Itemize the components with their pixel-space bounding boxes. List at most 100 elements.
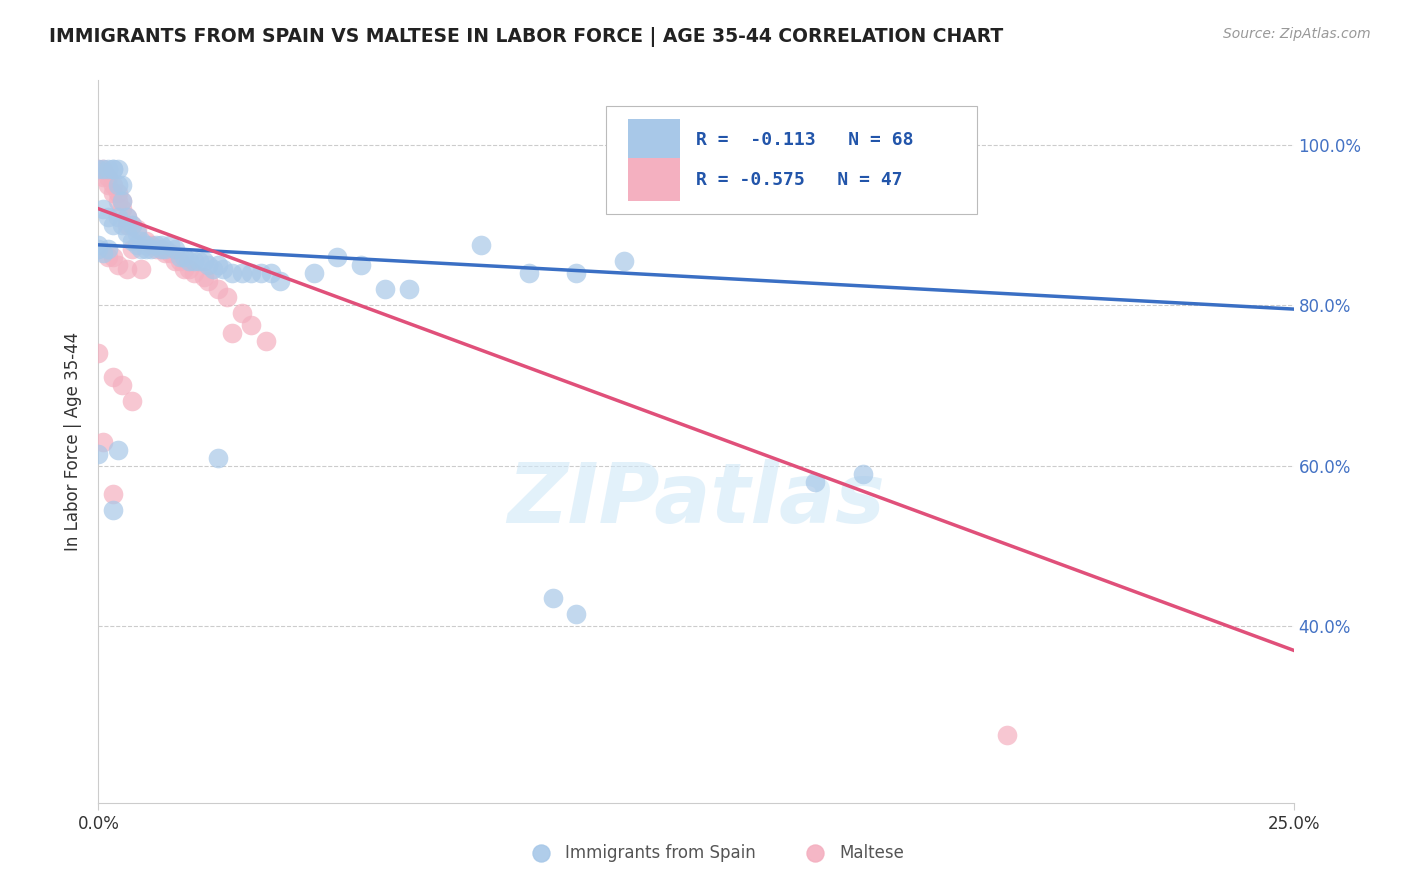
Point — [107, 186, 129, 200]
Point — [202, 262, 225, 277]
Text: R = -0.575   N = 47: R = -0.575 N = 47 — [696, 170, 903, 188]
Point — [350, 258, 373, 272]
Point — [87, 346, 110, 360]
Point — [145, 238, 167, 252]
Point — [131, 234, 153, 248]
Point — [852, 467, 875, 481]
Point — [159, 238, 181, 252]
Point — [111, 178, 134, 192]
Point — [240, 318, 263, 333]
Point — [97, 169, 120, 184]
Point — [197, 274, 219, 288]
Point — [131, 262, 153, 277]
Point — [115, 218, 138, 232]
Point — [183, 266, 205, 280]
Point — [221, 266, 243, 280]
Point — [101, 161, 124, 176]
Point — [107, 194, 129, 208]
Point — [87, 447, 110, 461]
Point — [87, 242, 110, 256]
Point — [101, 487, 124, 501]
Point — [155, 246, 177, 260]
Point — [169, 250, 191, 264]
Point — [135, 234, 157, 248]
Point — [91, 169, 114, 184]
Point — [149, 238, 172, 252]
Y-axis label: In Labor Force | Age 35-44: In Labor Force | Age 35-44 — [65, 332, 83, 551]
Point — [183, 254, 205, 268]
Text: Maltese: Maltese — [839, 845, 904, 863]
Point — [101, 503, 124, 517]
Point — [163, 254, 186, 268]
Point — [565, 266, 588, 280]
Point — [111, 194, 134, 208]
Point — [179, 262, 201, 277]
Point — [211, 262, 233, 277]
Point — [135, 238, 157, 252]
FancyBboxPatch shape — [606, 105, 977, 214]
Point — [254, 334, 277, 349]
Point — [121, 234, 143, 248]
Point — [613, 254, 636, 268]
Text: ZIPatlas: ZIPatlas — [508, 458, 884, 540]
Point — [163, 242, 186, 256]
Point — [302, 266, 325, 280]
Point — [97, 210, 120, 224]
Point — [541, 591, 564, 606]
Point — [207, 450, 229, 465]
Point — [101, 250, 124, 264]
Point — [111, 194, 134, 208]
Point — [101, 161, 124, 176]
FancyBboxPatch shape — [628, 119, 681, 161]
Point — [995, 728, 1018, 742]
Point — [91, 161, 114, 176]
Point — [97, 178, 120, 192]
Point — [111, 218, 134, 232]
Point — [173, 262, 195, 277]
Point — [179, 254, 201, 268]
Point — [97, 161, 120, 176]
Point — [193, 254, 215, 268]
Point — [87, 161, 110, 176]
Point — [173, 250, 195, 264]
Point — [159, 246, 181, 260]
Point — [217, 290, 239, 304]
Point — [398, 282, 420, 296]
Point — [101, 370, 124, 384]
Point — [91, 161, 114, 176]
Point — [193, 269, 215, 284]
Point — [91, 434, 114, 449]
Point — [207, 282, 229, 296]
Text: IMMIGRANTS FROM SPAIN VS MALTESE IN LABOR FORCE | AGE 35-44 CORRELATION CHART: IMMIGRANTS FROM SPAIN VS MALTESE IN LABO… — [49, 27, 1004, 46]
Text: Immigrants from Spain: Immigrants from Spain — [565, 845, 755, 863]
Point — [240, 266, 263, 280]
Point — [125, 222, 148, 236]
Point — [101, 218, 124, 232]
Point — [169, 254, 191, 268]
Point — [231, 266, 253, 280]
Point — [326, 250, 349, 264]
Point — [115, 210, 138, 224]
Point — [125, 238, 148, 252]
Point — [115, 210, 138, 224]
Point — [139, 242, 162, 256]
Point — [231, 306, 253, 320]
Point — [145, 242, 167, 256]
Point — [125, 226, 148, 240]
Point — [115, 262, 138, 277]
Point — [135, 242, 157, 256]
Point — [149, 242, 172, 256]
Point — [517, 266, 540, 280]
Point — [107, 178, 129, 192]
Point — [101, 178, 124, 192]
Point — [121, 218, 143, 232]
Point — [269, 274, 291, 288]
Point — [111, 202, 134, 216]
Point — [111, 378, 134, 392]
Point — [91, 202, 114, 216]
FancyBboxPatch shape — [628, 158, 681, 201]
Point — [97, 242, 120, 256]
Point — [87, 238, 110, 252]
Point — [91, 246, 114, 260]
Point — [139, 238, 162, 252]
